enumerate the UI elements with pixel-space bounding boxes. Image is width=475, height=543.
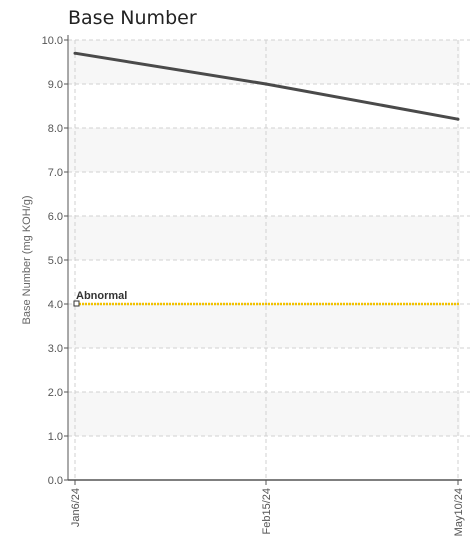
y-tick-label: 2.0 <box>48 387 63 399</box>
plot-band <box>68 84 460 128</box>
y-axis-title: Base Number (mg KOH/g) <box>21 196 33 325</box>
y-tick-label: 7.0 <box>48 167 63 179</box>
y-tick-label: 5.0 <box>48 255 63 267</box>
plot-band <box>68 172 460 216</box>
plot-band <box>68 348 460 392</box>
plot-band <box>68 260 460 304</box>
plot-band <box>68 436 460 480</box>
y-tick-label: 3.0 <box>48 343 63 355</box>
threshold-marker <box>73 300 80 307</box>
data-point <box>456 117 460 121</box>
y-tick-label: 0.0 <box>48 475 63 487</box>
plot-band <box>68 216 460 260</box>
data-point <box>264 82 268 86</box>
y-tick-label: 4.0 <box>48 299 63 311</box>
y-tick-label: 8.0 <box>48 123 63 135</box>
y-tick-label: 10.0 <box>42 35 63 47</box>
x-tick-label: Jan6/24 <box>70 488 82 527</box>
y-tick-label: 9.0 <box>48 79 63 91</box>
y-tick-label: 6.0 <box>48 211 63 223</box>
plot-band <box>68 128 460 172</box>
x-tick-label: Feb15/24 <box>261 488 273 534</box>
plot-band <box>68 392 460 436</box>
chart-title: Base Number <box>68 7 197 29</box>
data-point <box>73 51 77 55</box>
plot-band <box>68 304 460 348</box>
y-tick-label: 1.0 <box>48 431 63 443</box>
x-tick-label: May10/24 <box>453 488 465 536</box>
threshold-label: Abnormal <box>76 290 127 302</box>
